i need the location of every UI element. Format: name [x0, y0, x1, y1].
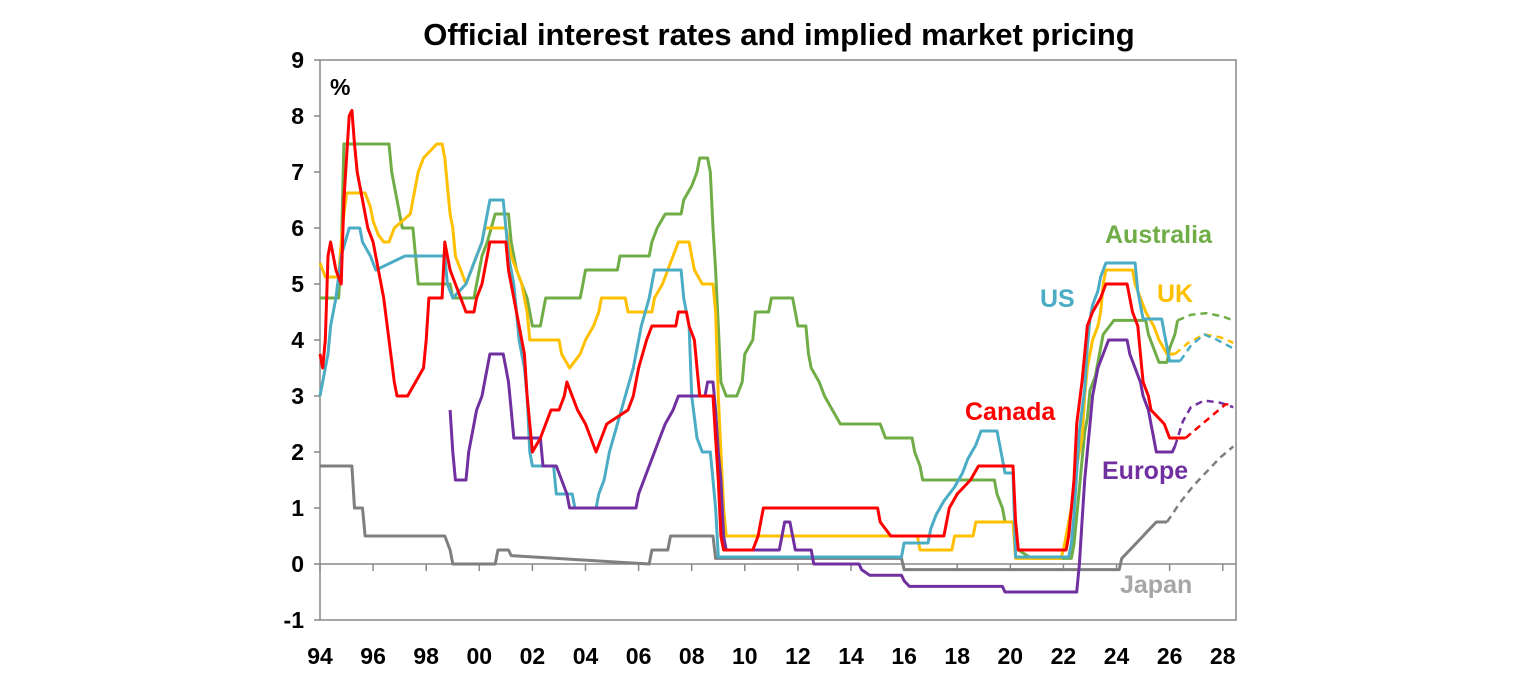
y-tick-label: 0: [291, 551, 304, 577]
series-line-australia: [320, 142, 1180, 560]
series-projection-canada: [1184, 403, 1234, 439]
x-tick-label: 12: [785, 643, 811, 669]
x-tick-label: 28: [1210, 643, 1236, 669]
y-tick-label: 3: [291, 383, 304, 409]
x-tick-label: 08: [679, 643, 705, 669]
y-tick-label: 2: [291, 439, 304, 465]
series-label-japan: Japan: [1120, 571, 1192, 599]
series-projection-europe: [1173, 399, 1234, 447]
series-line-japan: [320, 464, 1167, 572]
x-tick-label: 06: [626, 643, 652, 669]
series-label-canada: Canada: [965, 398, 1056, 426]
series-label-australia: Australia: [1105, 221, 1213, 249]
x-tick-label: 14: [838, 643, 864, 669]
y-tick-label: 7: [291, 159, 304, 185]
x-tick-label: 22: [1051, 643, 1077, 669]
x-tick-label: 16: [891, 643, 917, 669]
x-tick-label: 00: [467, 643, 493, 669]
series-line-europe: [448, 338, 1177, 594]
x-tick-label: 96: [360, 643, 386, 669]
unit-label: %: [330, 74, 350, 100]
series-line-us: [318, 198, 1181, 559]
x-tick-label: 98: [413, 643, 439, 669]
series-layer: [318, 108, 1235, 594]
series-label-us: US: [1040, 285, 1075, 313]
series-line-canada: [318, 108, 1186, 552]
x-tick-label: 24: [1104, 643, 1130, 669]
series-label-uk: UK: [1157, 280, 1193, 308]
series-projection-japan: [1165, 445, 1235, 523]
chart-title: Official interest rates and implied mark…: [423, 17, 1135, 52]
y-tick-label: 8: [291, 103, 304, 129]
y-tick-label: 1: [291, 495, 304, 521]
x-tick-label: 94: [307, 643, 333, 669]
y-tick-label: 6: [291, 215, 304, 241]
y-tick-label: -1: [284, 607, 305, 633]
x-tick-label: 18: [944, 643, 970, 669]
y-tick-label: 4: [291, 327, 304, 353]
x-tick-label: 04: [573, 643, 599, 669]
y-tick-label: 9: [291, 47, 304, 73]
series-projection-australia: [1177, 311, 1234, 322]
x-tick-label: 26: [1157, 643, 1183, 669]
x-tick-label: 10: [732, 643, 758, 669]
y-tick-label: 5: [291, 271, 304, 297]
series-projection-uk: [1174, 333, 1234, 355]
x-tick-label: 02: [520, 643, 546, 669]
series-projection-us: [1179, 332, 1234, 362]
series-label-europe: Europe: [1102, 457, 1188, 485]
x-tick-label: 20: [998, 643, 1024, 669]
series-label-layer: Japan Australia UK US Europe Canada: [965, 221, 1213, 599]
